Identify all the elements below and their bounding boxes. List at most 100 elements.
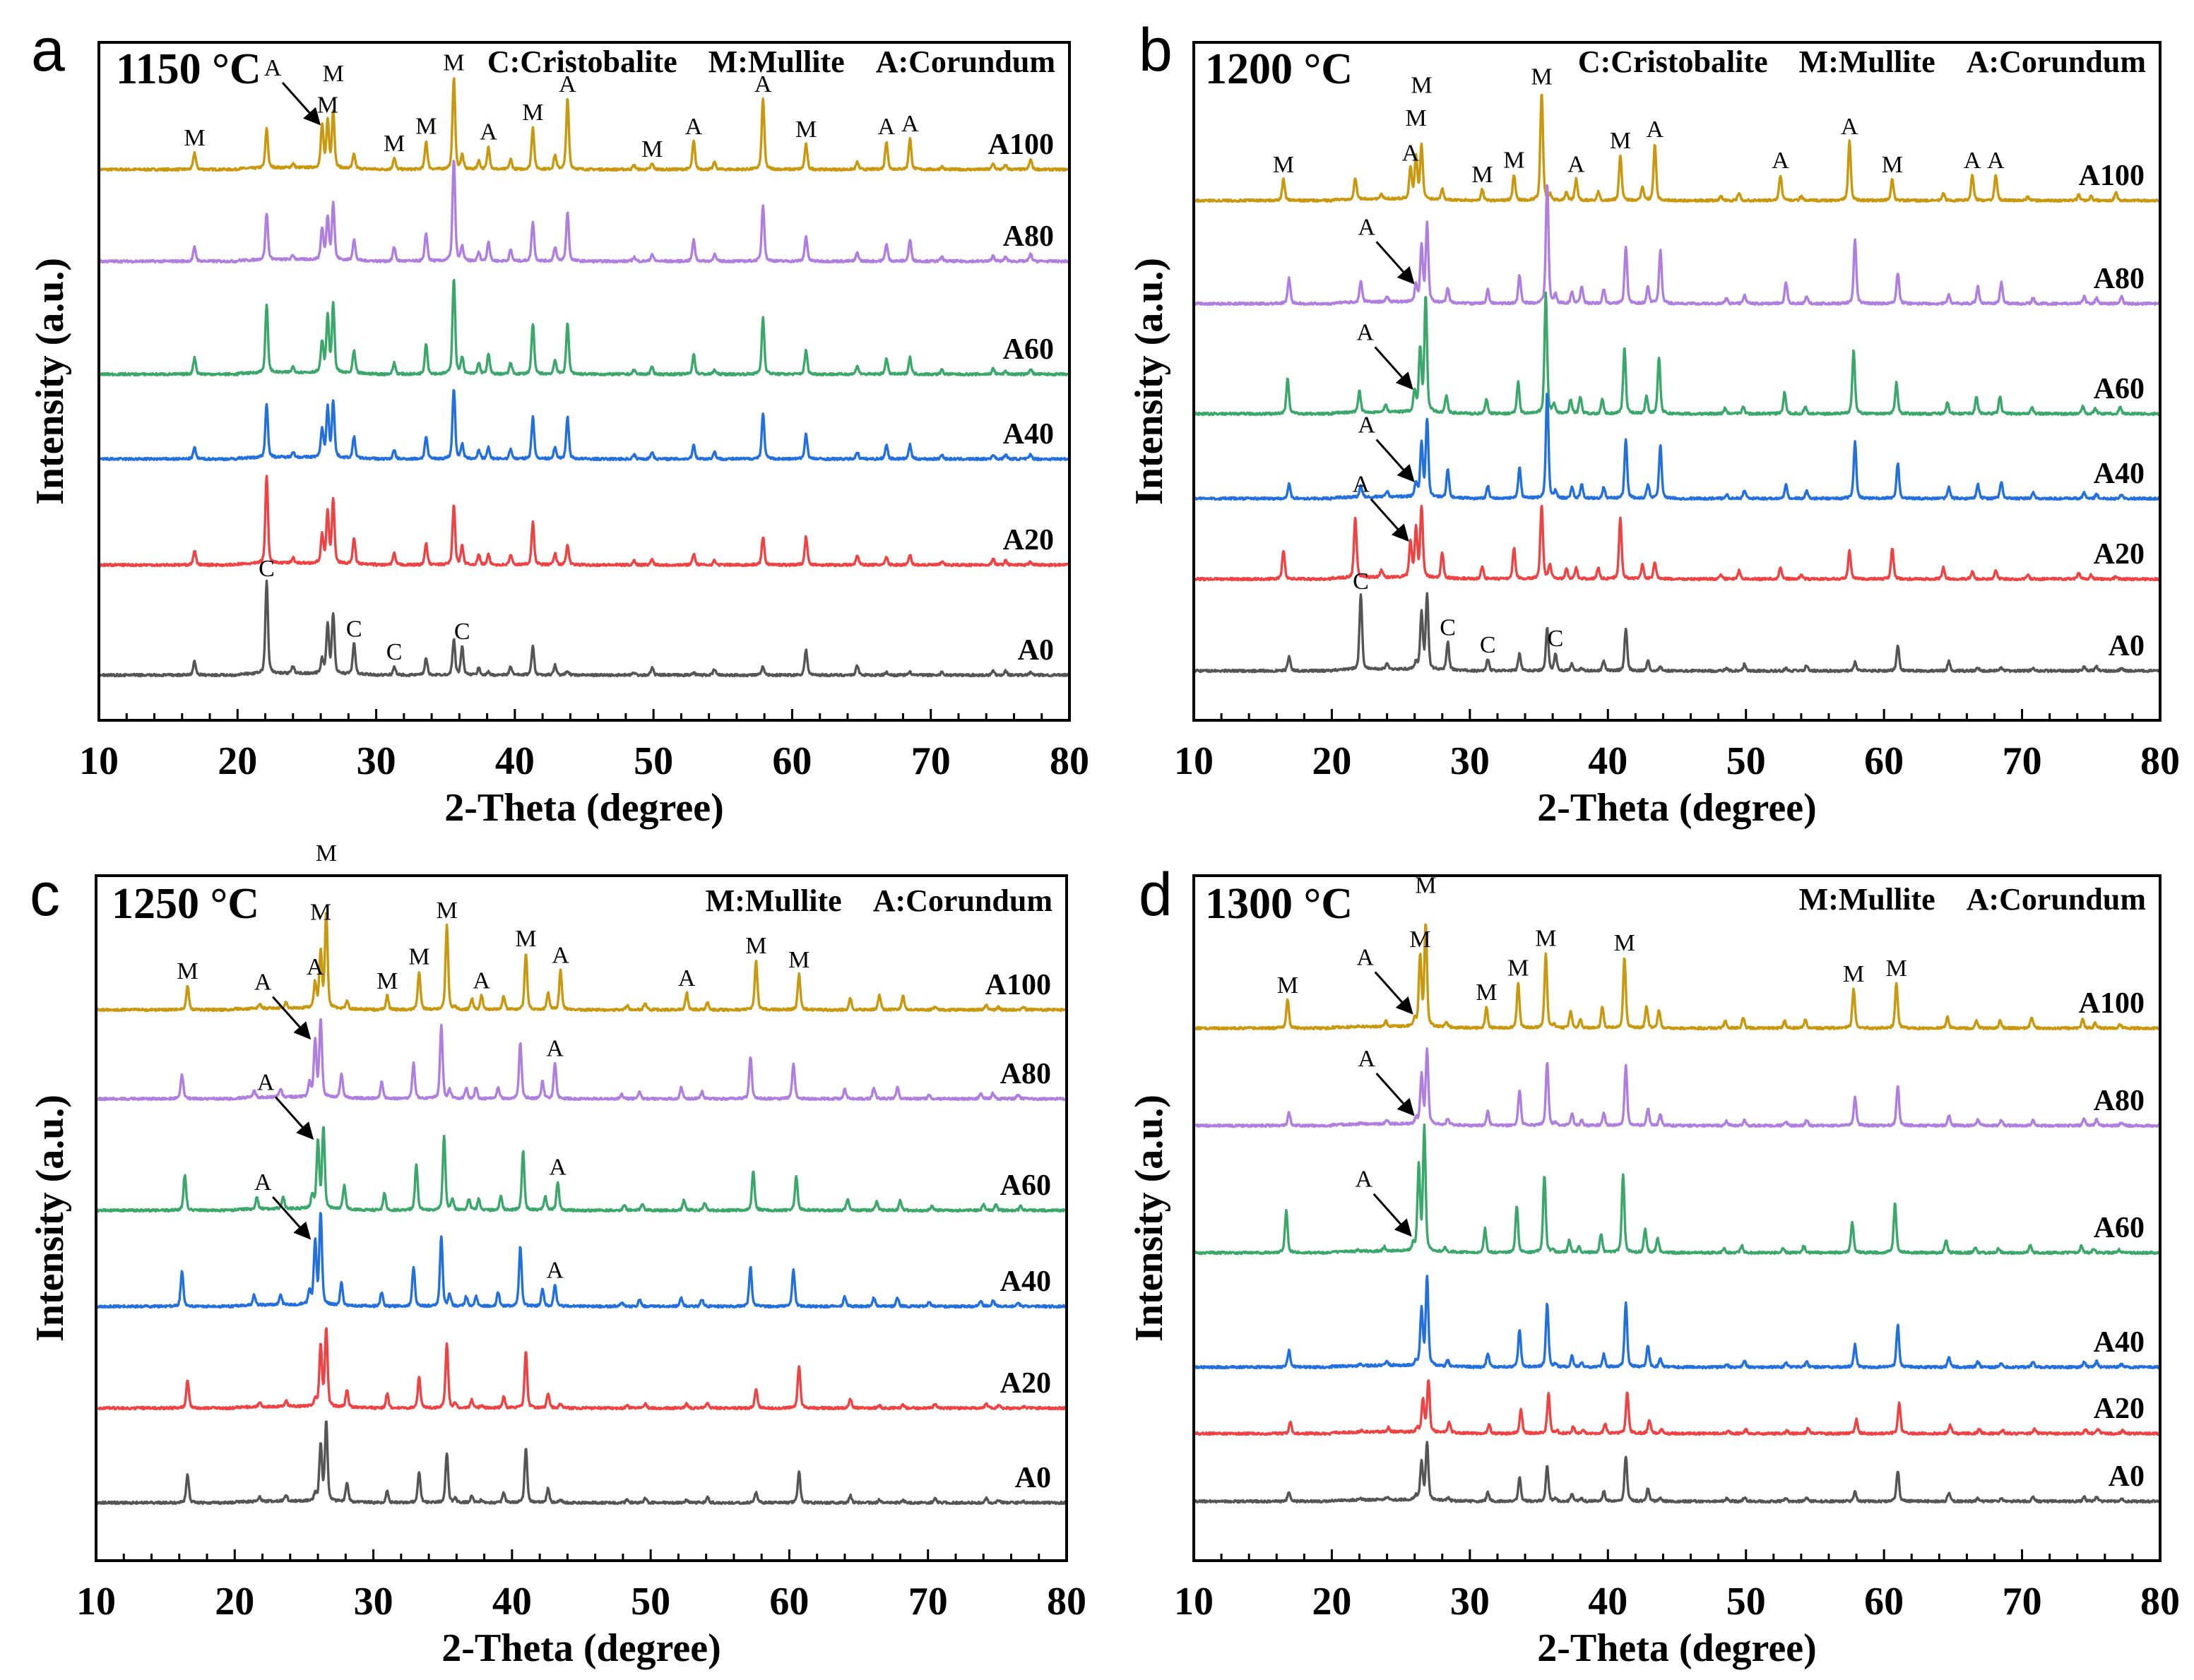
legend-item: M:Mullite bbox=[708, 44, 845, 79]
y-axis-title: Intensity (a.u.) bbox=[1127, 1095, 1171, 1342]
y-axis-title: Intensity (a.u.) bbox=[28, 1095, 72, 1342]
peak-label-m: M bbox=[745, 933, 766, 959]
series-line-a40 bbox=[1192, 1275, 2160, 1370]
peak-label-m: M bbox=[415, 114, 437, 140]
arrow-icon bbox=[275, 1096, 314, 1140]
peak-label-a: A bbox=[546, 1036, 564, 1062]
arrow-icon bbox=[272, 1196, 312, 1240]
peak-label-m: M bbox=[184, 125, 205, 151]
series-label-a80: A80 bbox=[2094, 1085, 2145, 1117]
peak-label-a: A bbox=[1353, 472, 1370, 498]
peak-label-m: M bbox=[1406, 105, 1427, 131]
x-tick-label: 80 bbox=[2140, 739, 2180, 783]
x-tick-label: 70 bbox=[2003, 1580, 2042, 1624]
peak-label-a: A bbox=[685, 114, 703, 140]
peak-label-m: M bbox=[1273, 152, 1294, 178]
peak-label-m: M bbox=[384, 131, 405, 157]
peak-label-a: A bbox=[878, 114, 896, 140]
x-axis-title: 2-Theta (degree) bbox=[444, 786, 724, 830]
x-axis-title: 2-Theta (degree) bbox=[1537, 786, 1817, 830]
peak-label-m: M bbox=[1507, 955, 1529, 982]
temperature-label: 1200 °C bbox=[1205, 45, 1353, 93]
series-line-a80 bbox=[1192, 1047, 2161, 1128]
x-tick-label: 20 bbox=[1312, 1580, 1351, 1624]
x-tick-label: 30 bbox=[354, 1580, 393, 1624]
peak-label-m: M bbox=[1610, 128, 1631, 154]
series-label-a60: A60 bbox=[1000, 1169, 1051, 1202]
x-tick-label: 10 bbox=[76, 1580, 116, 1624]
series-label-a100: A100 bbox=[985, 969, 1051, 1001]
peak-label-m: M bbox=[1503, 148, 1524, 174]
x-axis-title: 2-Theta (degree) bbox=[441, 1626, 721, 1670]
series-line-a80 bbox=[95, 1018, 1067, 1102]
temperature-label: 1250 °C bbox=[112, 880, 259, 928]
temperature-label: 1150 °C bbox=[116, 45, 261, 93]
peak-label-m: M bbox=[436, 898, 457, 924]
series-line-a100 bbox=[1193, 93, 2160, 203]
peak-label-a: A bbox=[1355, 1167, 1372, 1193]
peak-label-c: C bbox=[1480, 632, 1496, 658]
series-line-a40 bbox=[98, 389, 1070, 462]
peak-label-m: M bbox=[1886, 955, 1907, 982]
peak-label-m: M bbox=[1471, 162, 1493, 188]
series-label-a100: A100 bbox=[2079, 987, 2145, 1020]
arrow-icon bbox=[1375, 1073, 1415, 1116]
panel-letter: a bbox=[31, 16, 65, 84]
peak-label-a: A bbox=[254, 1169, 272, 1196]
legend-item: M:Mullite bbox=[1799, 882, 1935, 917]
series-label-a80: A80 bbox=[1003, 220, 1054, 253]
arrow-icon bbox=[1374, 346, 1413, 390]
series-line-a40 bbox=[95, 1212, 1067, 1309]
series-line-a0 bbox=[98, 579, 1069, 678]
x-tick-label: 20 bbox=[218, 739, 257, 783]
peak-label-m: M bbox=[1843, 961, 1864, 987]
peak-label-m: M bbox=[641, 136, 663, 162]
peak-label-a: A bbox=[1567, 152, 1585, 178]
peak-label-a: A bbox=[1356, 944, 1374, 970]
series-line-a20 bbox=[1193, 504, 2161, 582]
series-label-a40: A40 bbox=[2094, 458, 2145, 490]
peak-label-a: A bbox=[678, 965, 696, 991]
series-line-a20 bbox=[1193, 1379, 2160, 1436]
peak-label-a: A bbox=[754, 71, 772, 97]
series-label-a80: A80 bbox=[2094, 263, 2145, 295]
x-tick-label: 80 bbox=[1047, 1580, 1086, 1624]
arrow-icon bbox=[281, 82, 321, 126]
peak-label-m: M bbox=[1476, 979, 1497, 1006]
series-label-a0: A0 bbox=[2109, 1460, 2145, 1493]
x-axis-title: 2-Theta (degree) bbox=[1537, 1626, 1817, 1670]
phase-legend: C:Cristobalite M:Mullite A:Corundum bbox=[487, 44, 1055, 79]
peak-label-c: C bbox=[1548, 626, 1564, 652]
legend-item: C:Cristobalite bbox=[487, 44, 677, 79]
peak-label-a: A bbox=[264, 55, 282, 81]
peak-label-m: M bbox=[1614, 930, 1635, 956]
legend-item: A:Corundum bbox=[873, 883, 1052, 918]
series-label-a0: A0 bbox=[2109, 630, 2145, 662]
series-line-a60 bbox=[98, 279, 1070, 377]
peak-label-a: A bbox=[552, 943, 569, 969]
axes-frame bbox=[1192, 874, 2162, 1562]
peak-label-m: M bbox=[177, 958, 198, 984]
axes-frame bbox=[1192, 41, 2162, 722]
series-line-a0 bbox=[95, 1420, 1067, 1506]
arrow-icon bbox=[1372, 1193, 1412, 1237]
series-label-a0: A0 bbox=[1015, 1462, 1051, 1494]
peak-label-m: M bbox=[1409, 927, 1430, 953]
peak-label-a: A bbox=[480, 119, 497, 145]
peak-label-m: M bbox=[323, 61, 344, 87]
peak-label-a: A bbox=[1964, 148, 1981, 174]
x-tick-label: 40 bbox=[495, 739, 535, 783]
x-tick-label: 80 bbox=[1050, 739, 1089, 783]
peak-label-a: A bbox=[1358, 412, 1375, 438]
peak-label-m: M bbox=[788, 947, 810, 973]
phase-legend: C:Cristobalite M:Mullite A:Corundum bbox=[1578, 44, 2146, 79]
panel-letter: b bbox=[1139, 16, 1173, 84]
peak-label-a: A bbox=[549, 1155, 567, 1181]
series-line-a100 bbox=[1193, 923, 2160, 1031]
x-tick-label: 60 bbox=[769, 1580, 809, 1624]
peak-label-a: A bbox=[254, 970, 272, 996]
x-tick-label: 10 bbox=[1174, 1580, 1214, 1624]
x-tick-label: 50 bbox=[634, 739, 673, 783]
